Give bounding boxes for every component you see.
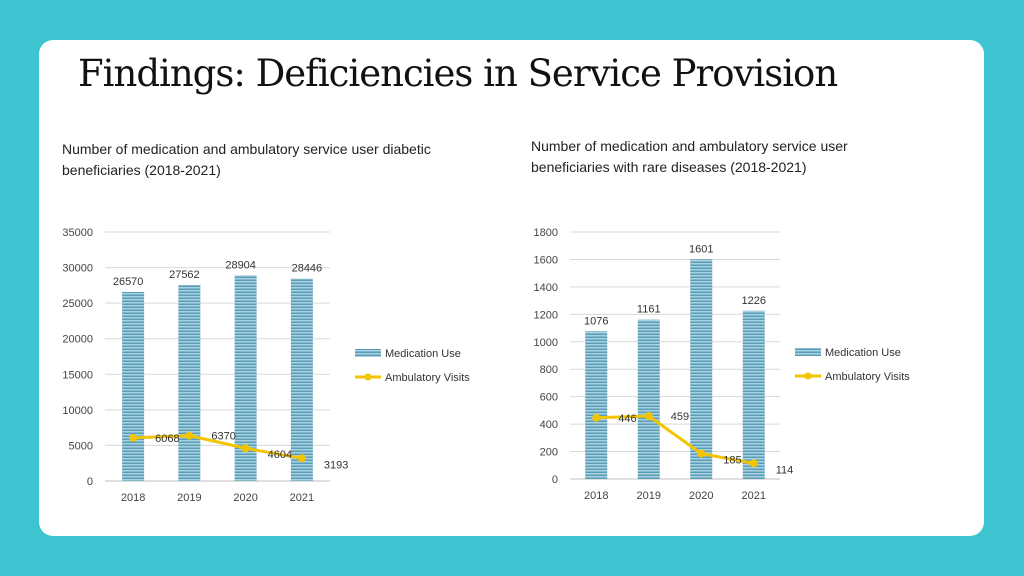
bar (122, 291, 145, 481)
rare-disease-chart: 0 200 400 600 800 1000 1200 1400 1600 1800 2018 201… (534, 227, 911, 502)
y-tick-label: 1200 (534, 309, 558, 321)
line-series-ambulatory (596, 414, 755, 465)
legend-label-ambulatory: Ambulatory Visits (385, 372, 470, 384)
line-value-label: 3193 (324, 459, 348, 471)
line-value-label: 4604 (268, 449, 292, 461)
x-tick-label: 2020 (233, 492, 257, 504)
x-tick-label: 2019 (637, 490, 661, 502)
legend-swatch-medication (795, 348, 821, 356)
bar-value-label: 1226 (742, 295, 766, 307)
y-tick-label: 5000 (69, 440, 93, 452)
bar (742, 310, 765, 479)
bar-value-label: 26570 (113, 276, 144, 288)
x-tick-label: 2019 (177, 492, 201, 504)
x-tick-label: 2018 (121, 492, 145, 504)
y-tick-label: 400 (540, 419, 558, 431)
line-series-ambulatory (133, 434, 303, 460)
line-point (749, 459, 758, 468)
x-tick-label: 2018 (584, 490, 608, 502)
y-tick-label: 1000 (534, 337, 558, 349)
bar-value-label: 1601 (689, 243, 713, 255)
bar-value-label: 27562 (169, 269, 200, 281)
x-tick-label: 2021 (290, 492, 314, 504)
y-tick-label: 15000 (62, 369, 93, 381)
line-point (185, 431, 194, 440)
line-point (241, 444, 250, 453)
bar (178, 284, 201, 481)
line-value-label: 459 (671, 411, 689, 423)
line-point (297, 454, 306, 463)
legend-label-ambulatory: Ambulatory Visits (825, 371, 910, 383)
bar (234, 275, 257, 481)
legend-marker-ambulatory (364, 373, 372, 381)
y-tick-label: 1400 (534, 282, 558, 294)
bar-value-label: 28904 (225, 259, 256, 271)
bar (637, 319, 660, 479)
line-value-label: 185 (723, 455, 741, 467)
line-value-label: 6370 (211, 431, 235, 443)
bar-value-label: 1076 (584, 315, 608, 327)
bar-value-label: 28446 (292, 263, 323, 275)
chart-left-title: Number of medication and ambulatory serv… (62, 141, 431, 178)
bar (585, 331, 608, 479)
legend-swatch-medication (355, 349, 381, 357)
bar (690, 259, 713, 479)
line-point (592, 413, 601, 422)
y-tick-label: 1800 (534, 227, 558, 239)
y-tick-label: 0 (552, 474, 558, 486)
y-tick-label: 20000 (62, 334, 93, 346)
line-value-label: 6068 (155, 433, 179, 445)
diabetic-chart: 0 5000 10000 15000 20000 25000 30000 35000 2018 2… (62, 227, 470, 504)
line-value-label: 446 (618, 413, 636, 425)
y-tick-label: 0 (87, 476, 93, 488)
legend-label-medication: Medication Use (385, 348, 461, 360)
legend-label-medication: Medication Use (825, 347, 901, 359)
x-tick-label: 2020 (689, 490, 713, 502)
y-tick-label: 30000 (62, 263, 93, 275)
y-tick-label: 800 (540, 364, 558, 376)
y-tick-label: 10000 (62, 405, 93, 417)
line-point (697, 449, 706, 458)
line-point (129, 433, 138, 442)
chart-right-title: Number of medication and ambulatory serv… (531, 138, 848, 175)
y-tick-label: 600 (540, 392, 558, 404)
line-point (644, 412, 653, 421)
y-tick-label: 35000 (62, 227, 93, 239)
y-tick-label: 25000 (62, 298, 93, 310)
line-value-label: 114 (776, 464, 794, 476)
page-title: Findings: Deficiencies in Service Provis… (78, 52, 838, 95)
x-tick-label: 2021 (742, 490, 766, 502)
y-tick-label: 200 (540, 447, 558, 459)
bar (290, 278, 313, 481)
bar-value-label: 1161 (637, 304, 661, 316)
y-tick-label: 1600 (534, 254, 558, 266)
legend-marker-ambulatory (804, 372, 812, 380)
